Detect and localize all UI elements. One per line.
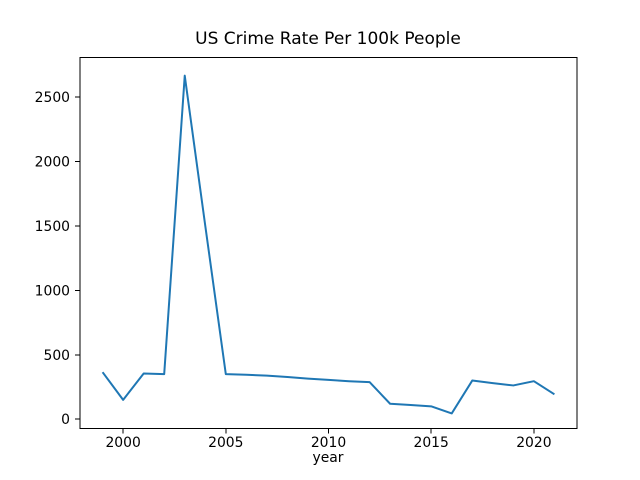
x-tick-label: 2020 xyxy=(516,435,551,451)
x-axis-title: year xyxy=(312,450,344,466)
chart-title: US Crime Rate Per 100k People xyxy=(195,29,461,49)
y-tick-label: 1000 xyxy=(35,283,70,299)
y-tick-label: 1500 xyxy=(35,219,70,235)
y-tick-label: 0 xyxy=(61,412,70,428)
x-tick-label: 2000 xyxy=(105,435,140,451)
x-tick-label: 2010 xyxy=(311,435,346,451)
x-tick-label: 2015 xyxy=(414,435,449,451)
data-line xyxy=(101,74,555,415)
y-tick-label: 500 xyxy=(43,348,70,364)
y-tick-label: 2500 xyxy=(35,90,70,106)
y-tick-label: 2000 xyxy=(35,154,70,170)
x-tick-label: 2005 xyxy=(208,435,243,451)
